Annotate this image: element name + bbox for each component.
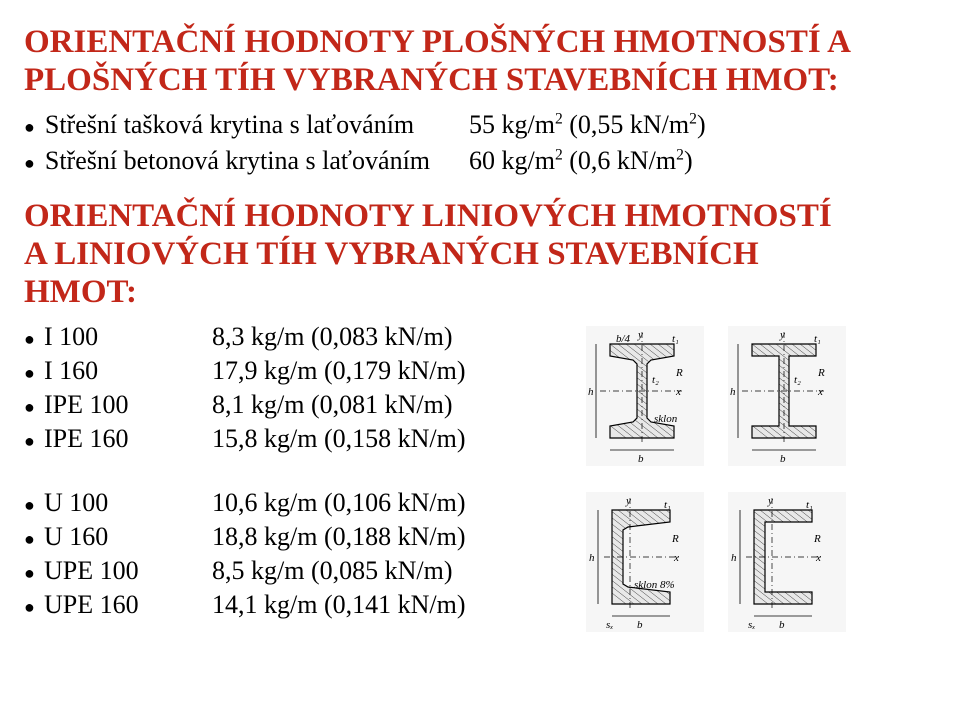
profile-value: 10,6 kg/m (0,106 kN/m) [212,488,466,518]
svg-text:x: x [815,552,821,564]
table-row: ● UPE 100 8,5 kg/m (0,085 kN/m) [24,556,466,590]
bullet-icon: ● [24,564,44,582]
profile-name: UPE 100 [44,556,212,586]
i-profiles-block: ● I 100 8,3 kg/m (0,083 kN/m) ● I 160 17… [24,322,936,466]
profile-name: IPE 100 [44,390,212,420]
svg-text:R: R [675,367,683,379]
profile-name: U 100 [44,488,212,518]
bullet-icon: ● [24,432,44,450]
profile-name: I 100 [44,322,212,352]
area-item-row: ● Střešní tašková krytina s laťováním 55… [24,110,936,140]
svg-text:x: x [673,552,679,564]
profile-value: 15,8 kg/m (0,158 kN/m) [212,424,466,454]
profile-name: IPE 160 [44,424,212,454]
profile-name: I 160 [44,356,212,386]
area-item-value: 60 kg/m2 (0,6 kN/m2) [469,146,693,176]
table-row: ● I 100 8,3 kg/m (0,083 kN/m) [24,322,466,356]
svg-text:h: h [588,386,594,398]
u-profiles-block: ● U 100 10,6 kg/m (0,106 kN/m) ● U 160 1… [24,488,936,632]
profile-value: 8,5 kg/m (0,085 kN/m) [212,556,453,586]
svg-text:b: b [780,453,786,465]
svg-text:t₂: t₂ [652,374,659,386]
bullet-icon: ● [24,118,35,136]
svg-text:h: h [589,552,595,564]
table-row: ● U 160 18,8 kg/m (0,188 kN/m) [24,522,466,556]
svg-text:R: R [817,367,825,379]
table-row: ● IPE 100 8,1 kg/m (0,081 kN/m) [24,390,466,424]
profile-value: 14,1 kg/m (0,141 kN/m) [212,590,466,620]
svg-text:x: x [675,386,681,398]
area-item-row: ● Střešní betonová krytina s laťováním 6… [24,146,936,176]
profile-value: 17,9 kg/m (0,179 kN/m) [212,356,466,386]
u-channel-diagram-parallel: x y b h t₁ Rsₓ [728,492,846,632]
svg-text:y: y [637,329,643,341]
svg-text:y: y [779,329,785,341]
svg-text:b: b [638,453,644,465]
svg-text:b/4: b/4 [616,333,631,345]
area-item-value: 55 kg/m2 (0,55 kN/m2) [469,110,706,140]
svg-text:t₁: t₁ [664,499,671,511]
u-channel-diagram-sloped: x y b h t₁ Rsₓ sklon 8% [586,492,704,632]
svg-text:sₓ: sₓ [606,619,613,631]
svg-text:t₁: t₁ [672,333,679,345]
heading-area-line1: ORIENTAČNÍ HODNOTY PLOŠNÝCH HMOTNOSTÍ A [24,24,936,62]
heading-area-line2: PLOŠNÝCH TÍH VYBRANÝCH STAVEBNÍCH HMOT: [24,62,936,100]
table-row: ● I 160 17,9 kg/m (0,179 kN/m) [24,356,466,390]
table-row: ● UPE 160 14,1 kg/m (0,141 kN/m) [24,590,466,624]
profile-name: U 160 [44,522,212,552]
area-item-label: Střešní tašková krytina s laťováním [45,110,414,140]
svg-text:y: y [767,495,773,507]
i-beam-diagrams: x y b h t₁ Rt₂ sklon b/4 x y b h t₁ Rt₂ [586,322,846,466]
svg-text:sₓ: sₓ [748,619,755,631]
profile-value: 18,8 kg/m (0,188 kN/m) [212,522,466,552]
svg-text:R: R [671,533,679,545]
bullet-icon: ● [24,398,44,416]
svg-text:b: b [637,619,643,631]
svg-text:sklon: sklon [654,413,678,425]
svg-text:h: h [730,386,736,398]
svg-text:sklon 8%: sklon 8% [634,579,675,591]
svg-text:x: x [817,386,823,398]
profile-value: 8,1 kg/m (0,081 kN/m) [212,390,453,420]
svg-text:t₁: t₁ [814,333,821,345]
i-profiles-table: ● I 100 8,3 kg/m (0,083 kN/m) ● I 160 17… [24,322,466,458]
heading-linear-line1: ORIENTAČNÍ HODNOTY LINIOVÝCH HMOTNOSTÍ [24,198,936,236]
profile-value: 8,3 kg/m (0,083 kN/m) [212,322,453,352]
bullet-icon: ● [24,364,44,382]
heading-linear-line2: A LINIOVÝCH TÍH VYBRANÝCH STAVEBNÍCH [24,236,936,274]
profile-name: UPE 160 [44,590,212,620]
bullet-icon: ● [24,598,44,616]
table-row: ● IPE 160 15,8 kg/m (0,158 kN/m) [24,424,466,458]
bullet-icon: ● [24,496,44,514]
u-profiles-table: ● U 100 10,6 kg/m (0,106 kN/m) ● U 160 1… [24,488,466,624]
u-channel-diagrams: x y b h t₁ Rsₓ sklon 8% x y b h t₁ Rsₓ [586,488,846,632]
table-row: ● U 100 10,6 kg/m (0,106 kN/m) [24,488,466,522]
svg-text:t₁: t₁ [806,499,813,511]
i-beam-diagram-sloped: x y b h t₁ Rt₂ sklon b/4 [586,326,704,466]
area-item-label: Střešní betonová krytina s laťováním [45,146,430,176]
svg-text:R: R [813,533,821,545]
svg-text:y: y [625,495,631,507]
bullet-icon: ● [24,154,35,172]
svg-text:h: h [731,552,737,564]
heading-linear-weights: ORIENTAČNÍ HODNOTY LINIOVÝCH HMOTNOSTÍ A… [24,198,936,312]
heading-linear-line3: HMOT: [24,274,936,312]
bullet-icon: ● [24,330,44,348]
bullet-icon: ● [24,530,44,548]
i-beam-diagram-parallel: x y b h t₁ Rt₂ [728,326,846,466]
svg-text:b: b [779,619,785,631]
heading-area-weights: ORIENTAČNÍ HODNOTY PLOŠNÝCH HMOTNOSTÍ A … [24,24,936,100]
svg-text:t₂: t₂ [794,374,801,386]
